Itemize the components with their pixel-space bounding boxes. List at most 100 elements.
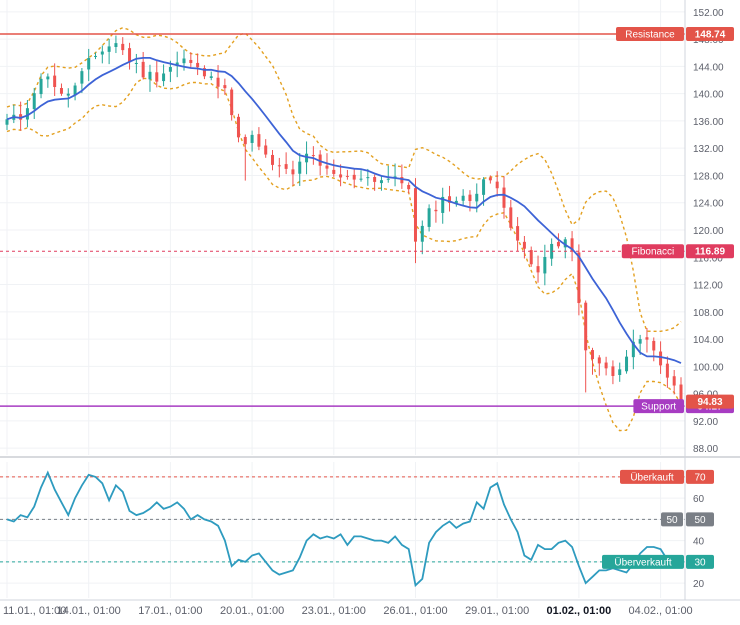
candle (570, 231, 574, 262)
candle (543, 244, 547, 286)
candle-body (536, 266, 540, 273)
fibonacci-level-value: 116.89 (695, 247, 725, 258)
price-tick-label: 152.00 (693, 8, 724, 19)
candle (209, 71, 213, 81)
resistance-level-name: Resistance (625, 30, 675, 41)
price-tick-label: 120.00 (693, 226, 724, 237)
candle-body (189, 59, 193, 63)
candle-body (277, 165, 281, 167)
candle-body (386, 178, 390, 180)
candle-body (216, 77, 220, 87)
time-tick-label: 29.01., 01:00 (465, 605, 529, 617)
candle (536, 255, 540, 283)
candle (604, 356, 608, 376)
candle-body (502, 187, 506, 208)
candle (631, 329, 635, 370)
candle (550, 238, 554, 266)
candle (25, 99, 29, 128)
candle-body (66, 93, 70, 96)
candle (121, 37, 125, 56)
candle (590, 347, 594, 375)
candle (271, 150, 275, 171)
candle (332, 159, 336, 177)
candle (454, 196, 458, 207)
rsi-tick-label: 40 (693, 537, 705, 548)
candle (652, 337, 656, 362)
candle (645, 328, 649, 353)
candle (672, 369, 676, 395)
time-tick-label: 14.01., 01:00 (57, 605, 121, 617)
candle (236, 113, 240, 143)
candle-body (318, 154, 322, 166)
candle (59, 83, 63, 96)
candle (298, 153, 302, 186)
candle (407, 182, 411, 194)
candle-body (94, 55, 98, 57)
rsi-middle-value-bg (686, 512, 714, 527)
candle-body (87, 58, 91, 70)
rsi-ueberkauft-name: Überkauft (630, 471, 674, 483)
candle-body (298, 161, 302, 174)
candle-body (543, 256, 547, 274)
candle-body (168, 67, 172, 72)
candle-body (454, 200, 458, 205)
price-tick-label: 104.00 (693, 335, 724, 346)
candle-body (332, 169, 336, 174)
candle (366, 168, 370, 186)
rsi-middle-value: 50 (694, 515, 706, 526)
candle (522, 235, 526, 259)
candle-body (652, 340, 656, 351)
candle-body (550, 243, 554, 259)
rsi-ueberverkauft-name-bg (602, 554, 684, 569)
moving-average-line (6, 57, 682, 364)
candle-body (25, 108, 29, 120)
candle (114, 35, 118, 54)
candle-body (475, 193, 479, 202)
candle (128, 42, 132, 70)
candle-body (516, 226, 520, 241)
candle (448, 185, 452, 212)
candle (155, 60, 159, 88)
candle-body (311, 155, 315, 157)
candle-body (577, 252, 581, 304)
candle-body (128, 48, 132, 63)
price-tick-label: 88.00 (693, 444, 718, 455)
candle-body (468, 194, 472, 202)
price-tick-label: 136.00 (693, 117, 724, 128)
candle (243, 134, 247, 181)
candle-body (230, 89, 234, 116)
candle-body (196, 62, 200, 68)
candle-body (39, 78, 43, 95)
candle-body (604, 362, 608, 369)
candle-body (373, 177, 377, 182)
candle (434, 200, 438, 223)
candle (94, 52, 98, 60)
candle-body (441, 196, 445, 213)
candle (345, 169, 349, 180)
candle-body (434, 209, 438, 212)
resistance-level-value-bg (686, 27, 734, 42)
candle (291, 160, 295, 186)
candle (73, 82, 77, 101)
candle (461, 189, 465, 206)
candle (529, 246, 533, 267)
candlesticks (5, 35, 683, 409)
candle (516, 217, 520, 251)
candle-body (243, 136, 247, 145)
candle-body (611, 366, 615, 376)
candle (311, 146, 315, 165)
candle-body (448, 196, 452, 203)
rsi-ueberverkauft-value: 30 (694, 557, 706, 568)
candle-body (427, 208, 431, 227)
candle (597, 355, 601, 376)
candle-body (420, 225, 424, 242)
candle (39, 73, 43, 99)
candle-body (659, 351, 663, 366)
fibonacci-level-name-bg (621, 244, 684, 259)
candle-body (618, 369, 622, 376)
candle-body (563, 239, 567, 248)
candle (352, 168, 356, 189)
time-tick-label: 26.01., 01:00 (383, 605, 447, 617)
candle (488, 175, 492, 184)
